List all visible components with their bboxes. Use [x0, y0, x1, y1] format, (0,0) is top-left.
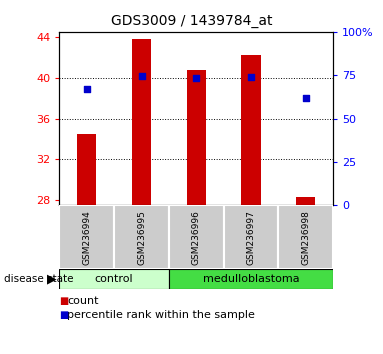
Text: GSM236997: GSM236997 — [247, 210, 255, 265]
Bar — [187, 70, 206, 205]
Bar — [59, 269, 169, 289]
Text: GSM236994: GSM236994 — [82, 210, 91, 264]
Point — [139, 73, 145, 79]
Bar — [169, 269, 333, 289]
Bar — [169, 205, 224, 269]
Text: ■: ■ — [59, 310, 69, 320]
Text: control: control — [95, 274, 133, 284]
Text: GDS3009 / 1439784_at: GDS3009 / 1439784_at — [111, 14, 272, 28]
Text: ▶: ▶ — [47, 272, 57, 285]
Bar — [296, 197, 316, 205]
Bar — [241, 55, 261, 205]
Text: disease state: disease state — [4, 274, 73, 284]
Bar — [114, 205, 169, 269]
Point — [248, 74, 254, 80]
Text: GSM236996: GSM236996 — [192, 210, 201, 265]
Text: GSM236995: GSM236995 — [137, 210, 146, 265]
Point — [83, 86, 90, 92]
Bar — [278, 205, 333, 269]
Point — [303, 95, 309, 101]
Bar — [224, 205, 278, 269]
Text: count: count — [67, 296, 98, 306]
Text: percentile rank within the sample: percentile rank within the sample — [67, 310, 255, 320]
Bar — [59, 205, 114, 269]
Bar — [77, 134, 97, 205]
Text: ■: ■ — [59, 296, 69, 306]
Text: GSM236998: GSM236998 — [301, 210, 310, 265]
Bar — [132, 39, 151, 205]
Point — [193, 75, 199, 81]
Text: medulloblastoma: medulloblastoma — [203, 274, 300, 284]
